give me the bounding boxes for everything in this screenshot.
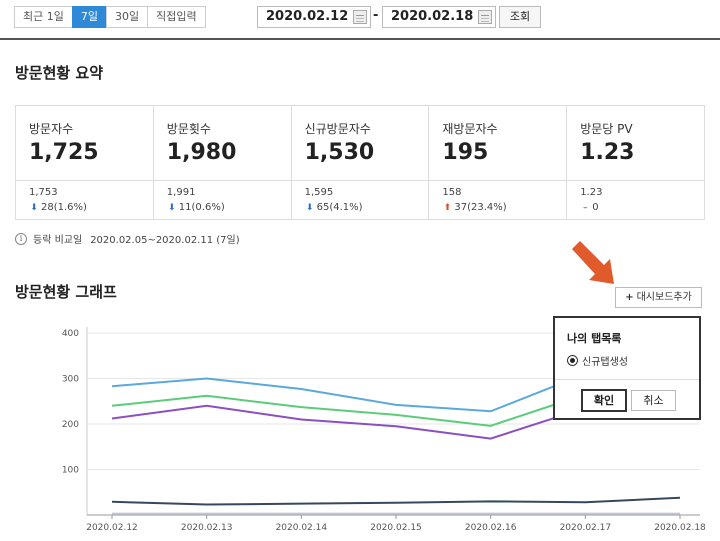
- cancel-button[interactable]: 취소: [631, 390, 676, 411]
- compare-range: 2020.02.05~2020.02.11 (7일): [90, 235, 240, 246]
- divider: [291, 180, 429, 181]
- plus-icon: +: [625, 292, 634, 303]
- stat-change-value: 65(4.1%): [316, 202, 363, 213]
- y-tick-label: 300: [62, 375, 79, 385]
- down-arrow-icon: ⬇: [305, 202, 314, 213]
- stat-prev: 1,753: [29, 187, 58, 198]
- stat-label: 방문횟수: [166, 122, 211, 136]
- stat-new-visitors: 신규방문자수 1,530 1,595 ⬇ 65(4.1%): [291, 106, 430, 219]
- stat-prev: 1,991: [166, 187, 196, 198]
- start-date-value: 2020.02.12: [266, 9, 349, 24]
- x-tick-label: 2020.02.15: [370, 523, 422, 533]
- confirm-button[interactable]: 확인: [581, 389, 627, 412]
- stat-change-value: 37(23.4%): [454, 202, 507, 213]
- x-tick-label: 2020.02.13: [181, 523, 233, 533]
- new-tab-option[interactable]: 신규탭생성: [567, 353, 628, 368]
- period-tab-7day[interactable]: 7일: [71, 6, 107, 28]
- stat-value: 1,530: [304, 140, 375, 165]
- x-tick-label: 2020.02.12: [86, 523, 138, 533]
- dash-icon: –: [582, 202, 588, 213]
- graph-title: 방문현황 그래프: [15, 283, 117, 301]
- add-dashboard-label: 대시보드추가: [636, 292, 692, 303]
- stat-prev: 158: [442, 187, 462, 198]
- calendar-icon[interactable]: [353, 10, 367, 24]
- stat-value: 195: [442, 140, 489, 165]
- info-icon: i: [15, 232, 27, 245]
- stat-label: 재방문자수: [442, 122, 498, 136]
- stat-value: 1,980: [166, 140, 237, 165]
- stat-change: ⬆ 37(23.4%): [442, 202, 507, 213]
- y-tick-label: 200: [62, 420, 79, 430]
- divider: [555, 379, 699, 380]
- summary-panel: 방문자수 1,725 1,753 ⬇ 28(1.6%) 방문횟수 1,980 1,…: [15, 105, 705, 220]
- down-arrow-icon: ⬇: [168, 202, 176, 213]
- radio-selected-icon[interactable]: [567, 355, 578, 366]
- y-tick-label: 400: [62, 329, 79, 339]
- stat-change: ⬇ 11(0.6%): [167, 202, 225, 213]
- stat-label: 방문자수: [29, 122, 74, 136]
- x-tick-label: 2020.02.17: [560, 523, 612, 533]
- stat-prev: 1,595: [304, 187, 334, 198]
- summary-title: 방문현황 요약: [15, 64, 104, 82]
- query-button[interactable]: 조회: [499, 6, 541, 28]
- stat-change-value: 28(1.6%): [41, 202, 87, 213]
- compare-label: 등락 비교일: [33, 235, 83, 246]
- stat-pv-per-visit: 방문당 PV 1.23 1.23 –0: [567, 106, 704, 219]
- stat-label: 신규방문자수: [304, 122, 371, 136]
- period-tab-30day[interactable]: 30일: [105, 6, 149, 28]
- new-tab-label: 신규탭생성: [582, 357, 628, 368]
- start-date-field[interactable]: 2020.02.12: [257, 6, 371, 28]
- stat-label: 방문당 PV: [580, 122, 633, 136]
- x-tick-label: 2020.02.18: [654, 523, 706, 533]
- compare-period-note: i 등락 비교일 2020.02.05~2020.02.11 (7일): [15, 231, 240, 246]
- stat-value: 1,725: [29, 140, 99, 165]
- period-tab-1day[interactable]: 최근 1일: [14, 6, 73, 28]
- down-arrow-icon: ⬇: [30, 202, 38, 213]
- stat-change-value: 11(0.6%): [178, 202, 225, 213]
- up-arrow-icon: ⬆: [443, 202, 452, 213]
- divider: [16, 180, 153, 181]
- popup-title: 나의 탭목록: [567, 332, 622, 345]
- toolbar: 최근 1일 7일 30일 직접입력 2020.02.12 - 2020.02.1…: [0, 0, 720, 40]
- calendar-icon[interactable]: [478, 10, 492, 24]
- stat-change: –0: [580, 202, 599, 213]
- divider: [153, 180, 291, 181]
- divider: [429, 180, 567, 181]
- stat-value: 1.23: [580, 140, 635, 165]
- stat-prev: 1.23: [580, 187, 603, 198]
- divider: [567, 180, 704, 181]
- stat-change-value: 0: [592, 202, 599, 213]
- pointer-arrow-icon: [572, 241, 614, 284]
- stat-returning-visitors: 재방문자수 195 158 ⬆ 37(23.4%): [429, 106, 568, 219]
- add-dashboard-button[interactable]: + 대시보드추가: [615, 287, 702, 308]
- tab-list-popup: 나의 탭목록 신규탭생성 확인 취소: [553, 316, 701, 420]
- x-tick-label: 2020.02.16: [465, 523, 517, 533]
- y-tick-label: 100: [62, 466, 79, 476]
- stat-change: ⬇ 65(4.1%): [305, 202, 363, 213]
- end-date-field[interactable]: 2020.02.18: [382, 6, 496, 28]
- period-tabs: 최근 1일 7일 30일 직접입력: [14, 6, 206, 28]
- stat-visits: 방문횟수 1,980 1,991 ⬇ 11(0.6%): [153, 106, 292, 219]
- period-tab-custom[interactable]: 직접입력: [147, 6, 206, 28]
- x-tick-label: 2020.02.14: [276, 523, 328, 533]
- stat-change: ⬇ 28(1.6%): [29, 202, 87, 213]
- end-date-value: 2020.02.18: [391, 9, 474, 24]
- series-line-4: [111, 496, 681, 506]
- stat-visitors: 방문자수 1,725 1,753 ⬇ 28(1.6%): [16, 106, 154, 219]
- date-separator: -: [373, 8, 379, 23]
